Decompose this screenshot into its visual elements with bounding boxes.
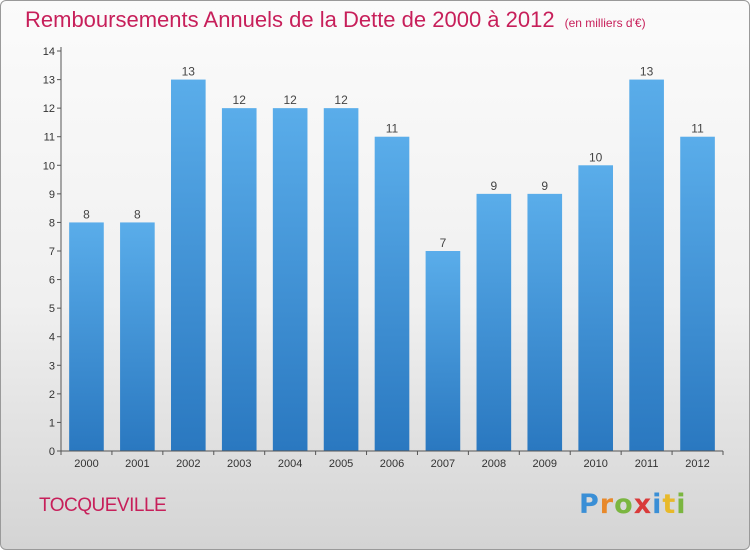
- y-tick-label: 8: [49, 217, 55, 229]
- y-tick-label: 13: [43, 75, 55, 87]
- chart-subtitle: (en milliers d'€): [564, 16, 646, 30]
- bar-2007: [425, 251, 461, 451]
- data-label: 8: [83, 207, 90, 221]
- y-tick-label: 1: [49, 417, 55, 429]
- bar-2008: [476, 193, 512, 451]
- bar-2012: [680, 136, 715, 451]
- y-tick-label: 3: [49, 360, 55, 372]
- logo-letter: r: [599, 489, 615, 520]
- logo-letter: P: [579, 489, 600, 520]
- bar-2002: [170, 79, 206, 452]
- y-tick-label: 14: [43, 46, 55, 58]
- y-tick-label: 7: [49, 246, 55, 258]
- y-tick-label: 10: [43, 160, 55, 172]
- bar-2004: [272, 108, 308, 452]
- data-label: 13: [640, 65, 654, 79]
- commune-name: TOCQUEVILLE: [39, 495, 167, 516]
- x-tick-label: 2008: [482, 458, 506, 470]
- data-label: 12: [334, 93, 348, 107]
- y-tick-label: 0: [49, 446, 55, 458]
- chart-title: Remboursements Annuels de la Dette de 20…: [25, 7, 646, 33]
- y-tick-label: 4: [49, 332, 55, 344]
- logo-letter: t: [662, 489, 677, 520]
- x-tick-label: 2007: [431, 458, 455, 470]
- chart-title-text: Remboursements Annuels de la Dette de 20…: [25, 7, 555, 32]
- x-tick-label: 2004: [278, 458, 302, 470]
- data-label: 7: [440, 236, 447, 250]
- data-label: 8: [134, 207, 141, 221]
- x-tick-label: 2000: [74, 458, 98, 470]
- data-label: 11: [386, 122, 399, 136]
- x-tick-label: 2002: [176, 458, 200, 470]
- bar-2009: [527, 193, 563, 451]
- y-tick-label: 11: [44, 132, 55, 144]
- data-label: 13: [182, 65, 196, 79]
- bar-2006: [374, 136, 410, 451]
- bar-2010: [578, 165, 614, 452]
- bar-2001: [120, 222, 155, 451]
- y-tick-label: 5: [49, 303, 55, 315]
- data-label: 12: [283, 93, 297, 107]
- y-tick-label: 2: [49, 389, 55, 401]
- x-tick-label: 2005: [329, 458, 353, 470]
- data-label: 9: [491, 179, 498, 193]
- logo-letter: i: [676, 489, 687, 520]
- logo-letter: i: [652, 489, 663, 520]
- x-tick-label: 2011: [635, 458, 659, 470]
- x-tick-label: 2001: [125, 458, 149, 470]
- x-tick-label: 2010: [583, 458, 607, 470]
- bar-2003: [221, 108, 257, 452]
- data-label: 11: [691, 122, 704, 136]
- bar-2000: [69, 222, 104, 451]
- data-label: 12: [233, 93, 247, 107]
- logo-letter: x: [633, 489, 653, 520]
- x-tick-label: 2012: [685, 458, 709, 470]
- x-tick-label: 2003: [227, 458, 251, 470]
- y-tick-label: 9: [49, 189, 55, 201]
- data-label: 9: [541, 179, 548, 193]
- y-tick-label: 6: [49, 275, 55, 287]
- data-label: 10: [589, 150, 603, 164]
- x-tick-label: 2009: [533, 458, 557, 470]
- bar-2005: [323, 108, 359, 452]
- logo-letter: o: [614, 489, 634, 520]
- x-tick-label: 2006: [380, 458, 404, 470]
- proxiti-logo[interactable]: Proxiti: [579, 489, 687, 520]
- y-tick-label: 12: [43, 103, 55, 115]
- bar-2011: [629, 79, 664, 452]
